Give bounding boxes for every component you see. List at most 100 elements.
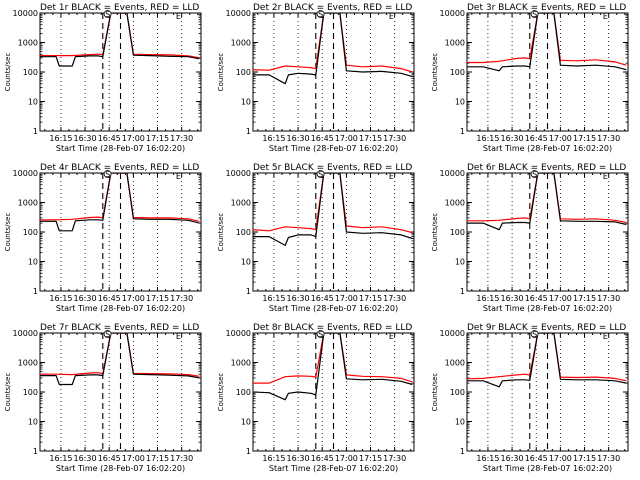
- start-marker-bg: [530, 170, 539, 178]
- end-marker: E: [176, 172, 181, 181]
- series-group: [467, 173, 627, 231]
- series-group: [40, 333, 200, 386]
- y-tick-label: 10: [455, 418, 465, 427]
- x-tick-label: 16:30: [74, 454, 97, 463]
- panel-title: Det 4r BLACK = Events, RED = LLD: [40, 163, 199, 173]
- x-tick-label: 17:00: [335, 454, 358, 463]
- y-tick-label: 10: [241, 258, 251, 267]
- y-tick-label: 1000: [231, 199, 251, 208]
- x-tick-label: 17:15: [359, 294, 382, 303]
- y-tick-label: 100: [236, 68, 251, 77]
- y-axis-label: Counts/sec: [431, 53, 439, 92]
- start-marker-bg: [530, 330, 539, 338]
- x-tick-label: 16:45: [525, 294, 548, 303]
- y-tick-label: 10: [455, 98, 465, 107]
- x-tick-label: 17:15: [359, 134, 382, 143]
- panel-4: Det 4r BLACK = Events, RED = LLD 16:15 16:…: [4, 163, 202, 313]
- panel-title: Det 7r BLACK = Events, RED = LLD: [40, 323, 199, 333]
- y-tick-label: 100: [23, 388, 38, 397]
- series-line-lld: [253, 173, 413, 234]
- y-tick-label: 100: [450, 228, 465, 237]
- y-tick-label: 1: [460, 127, 465, 136]
- y-tick-label: 1000: [231, 359, 251, 368]
- y-tick-label: 10: [28, 258, 38, 267]
- x-tick-label: 16:30: [501, 454, 524, 463]
- x-tick-label: 17:30: [383, 294, 406, 303]
- x-axis-label: Start Time (28-Feb-07 16:02:20): [269, 144, 398, 153]
- series-line-events: [40, 13, 200, 67]
- y-tick-label: 10: [28, 98, 38, 107]
- x-tick-label: 17:00: [122, 134, 145, 143]
- y-tick-label: 1: [33, 447, 38, 456]
- x-tick-label: 17:00: [335, 134, 358, 143]
- x-tick-label: 17:30: [597, 294, 620, 303]
- series-line-events: [40, 333, 200, 386]
- y-tick-label: 10: [241, 418, 251, 427]
- x-tick-label: 16:45: [98, 134, 121, 143]
- x-tick-label: 16:30: [501, 294, 524, 303]
- series-group: [253, 173, 413, 246]
- panel-title: Det 1r BLACK = Events, RED = LLD: [40, 3, 199, 13]
- series-line-events: [40, 173, 200, 232]
- y-axis-label: Counts/sec: [217, 53, 225, 92]
- x-tick-label: 17:00: [335, 294, 358, 303]
- series-group: [467, 333, 627, 388]
- y-tick-label: 10000: [13, 169, 38, 178]
- y-tick-label: 1000: [445, 199, 465, 208]
- x-tick-label: 16:45: [98, 454, 121, 463]
- y-axis-label: Counts/sec: [431, 373, 439, 412]
- y-tick-label: 10: [28, 418, 38, 427]
- panel-title: Det 2r BLACK = Events, RED = LLD: [253, 3, 412, 13]
- x-tick-label: 16:15: [476, 294, 499, 303]
- start-marker: S: [318, 170, 323, 179]
- y-tick-label: 10: [455, 258, 465, 267]
- y-tick-label: 1: [246, 447, 251, 456]
- x-tick-label: 16:45: [525, 454, 548, 463]
- end-marker: E: [603, 172, 608, 181]
- series-group: [40, 13, 200, 67]
- x-tick-label: 17:15: [573, 134, 596, 143]
- x-tick-label: 16:15: [476, 134, 499, 143]
- y-tick-label: 1: [246, 287, 251, 296]
- x-tick-label: 16:15: [476, 454, 499, 463]
- x-tick-label: 16:15: [49, 454, 72, 463]
- x-tick-label: 17:15: [146, 294, 169, 303]
- x-tick-label: 16:30: [287, 134, 310, 143]
- y-tick-label: 10000: [226, 169, 251, 178]
- panel-title: Det 9r BLACK = Events, RED = LLD: [467, 323, 626, 333]
- x-tick-label: 17:15: [146, 454, 169, 463]
- y-tick-label: 100: [23, 228, 38, 237]
- x-axis-label: Start Time (28-Feb-07 16:02:20): [56, 304, 185, 313]
- series-line-lld: [467, 333, 627, 382]
- x-tick-label: 17:00: [122, 294, 145, 303]
- x-axis-label: Start Time (28-Feb-07 16:02:20): [483, 144, 612, 153]
- start-marker-bg: [103, 10, 112, 18]
- x-axis-label: Start Time (28-Feb-07 16:02:20): [269, 304, 398, 313]
- end-marker: E: [176, 12, 181, 21]
- panel-title: Det 5r BLACK = Events, RED = LLD: [253, 163, 412, 173]
- series-line-events: [253, 173, 413, 246]
- x-tick-label: 17:30: [383, 134, 406, 143]
- x-tick-label: 17:00: [549, 294, 572, 303]
- y-tick-label: 10000: [226, 329, 251, 338]
- series-line-events: [467, 333, 627, 388]
- x-axis-label: Start Time (28-Feb-07 16:02:20): [483, 304, 612, 313]
- x-tick-label: 17:30: [597, 134, 620, 143]
- x-tick-label: 17:15: [146, 134, 169, 143]
- y-tick-label: 100: [236, 228, 251, 237]
- panel-title: Det 6r BLACK = Events, RED = LLD: [467, 163, 626, 173]
- start-marker: S: [105, 170, 110, 179]
- x-axis-label: Start Time (28-Feb-07 16:02:20): [483, 464, 612, 473]
- series-line-events: [467, 173, 627, 231]
- panel-title: Det 8r BLACK = Events, RED = LLD: [253, 323, 412, 333]
- y-tick-label: 10: [241, 98, 251, 107]
- start-marker: S: [105, 330, 110, 339]
- x-tick-label: 16:45: [98, 294, 121, 303]
- y-axis-label: Counts/sec: [4, 213, 12, 252]
- x-axis-label: Start Time (28-Feb-07 16:02:20): [56, 464, 185, 473]
- x-tick-label: 16:45: [525, 134, 548, 143]
- x-tick-label: 16:15: [49, 294, 72, 303]
